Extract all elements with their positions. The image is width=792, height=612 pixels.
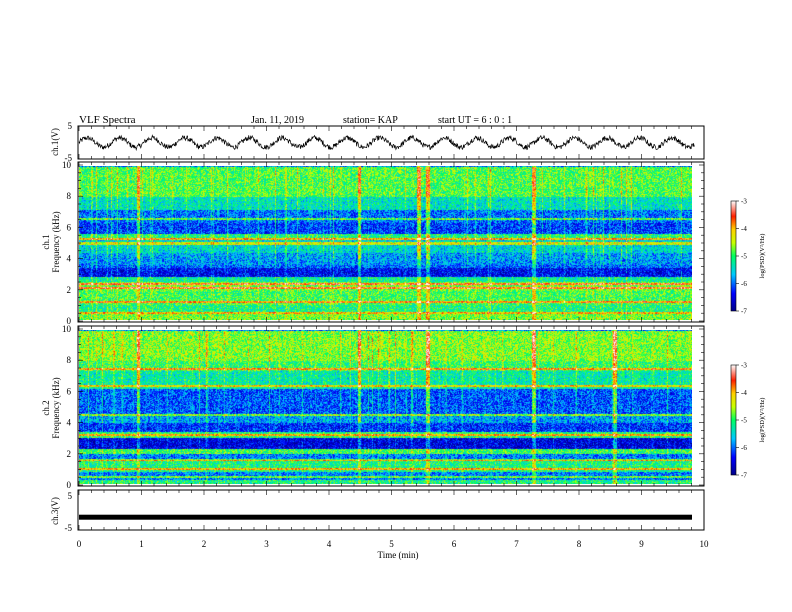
colorbar-ch2: -3 -4 -5 -6 -7 log(PSD)(V²/Hz) [730,362,766,480]
ch1-spec-yticks: 0 2 4 6 8 10 [62,160,704,326]
panel-ch1-waveform: 5 -5 ch.1(V) [50,121,705,163]
ch1-spec-ylabel-frequency: Frequency (kHz) [51,211,61,272]
x-axis-label: Time (min) [378,550,419,560]
ch2-spec-ylabel-frequency: Frequency (kHz) [51,377,61,438]
colorbar-ch1: -3 -4 -5 -6 -7 log(PSD)(V²/Hz) [730,198,766,316]
x-tick-label: 1 [139,539,144,549]
ch2-spec-yticks: 0 2 4 6 8 10 [62,324,704,490]
panel-ch1-spec-frame [77,161,705,323]
y-tick-label: 8 [67,191,72,201]
ch3-ylabel: ch.3(V) [50,497,60,525]
colorbar-ch1-scale [730,200,737,312]
panel-ch1-frame [77,125,705,160]
colorbar-tick-label: -6 [741,280,747,288]
x-tick-label: 7 [514,539,519,549]
ch1-ytick-bottom: -5 [65,153,73,163]
ch1-spec-ylabel-channel: ch.1 [41,234,51,249]
figure-title: VLF Spectra [79,114,136,126]
colorbar-ch1-label: log(PSD)(V²/Hz) [759,234,766,279]
ch2-spec-ylabel-channel: ch.2 [41,400,51,415]
ch1-waveform-line [78,134,695,152]
panel-ch2-spec-frame [77,325,705,487]
ch3-waveform-line [79,514,692,520]
x-axis-tick-labels: 0 1 2 3 4 5 6 7 8 9 10 [77,539,709,549]
colorbar-ch2-ticks: -3 -4 -5 -6 -7 [736,362,747,480]
header-start-ut: start UT = 6 : 0 : 1 [438,115,512,126]
panel-ch3-waveform: 5 -5 ch.3(V) [50,489,705,533]
y-tick-label: 2 [67,285,72,295]
colorbar-tick-label: -5 [741,417,747,425]
panel-ch1-spec-ticks [78,162,705,322]
y-tick-label: 4 [67,418,72,428]
y-tick-label: 6 [67,386,72,396]
ch3-ytick-top: 5 [68,491,73,501]
ch1-ylabel: ch.1(V) [50,128,60,156]
colorbar-ch2-label: log(PSD)(V²/Hz) [759,398,766,443]
x-tick-label: 8 [577,539,582,549]
ch3-ytick-bottom: -5 [65,523,73,533]
colorbar-tick-label: -3 [741,198,747,206]
ch2-spectrogram-image [79,330,692,484]
colorbar-tick-label: -3 [741,362,747,370]
y-tick-label: 0 [67,480,72,490]
panel-ch2-spectrogram: 0 2 4 6 8 10 ch.2 Frequency (kHz) [41,324,705,490]
colorbar-tick-label: -5 [741,253,747,261]
y-tick-label: 0 [67,316,72,326]
y-tick-label: 6 [67,222,72,232]
header-date: Jan. 11, 2019 [251,115,304,126]
x-tick-label: 6 [452,539,457,549]
y-tick-label: 10 [62,160,72,170]
y-tick-label: 10 [62,324,72,334]
colorbar-tick-label: -4 [741,225,747,233]
x-tick-label: 10 [700,539,710,549]
figure-header: VLF Spectra Jan. 11, 2019 station= KAP s… [79,114,512,126]
colorbar-tick-label: -7 [741,472,747,480]
x-tick-label: 2 [202,539,207,549]
panel-ch3-ticks [78,490,705,530]
y-tick-label: 4 [67,254,72,264]
colorbar-ch1-ticks: -3 -4 -5 -6 -7 [736,198,747,316]
ch1-ytick-top: 5 [68,121,73,131]
x-tick-label: 9 [639,539,644,549]
x-tick-label: 0 [77,539,82,549]
colorbar-ch2-scale [730,364,737,476]
colorbar-tick-label: -7 [741,308,747,316]
y-tick-label: 8 [67,355,72,365]
colorbar-tick-label: -4 [741,389,747,397]
header-station: station= KAP [343,115,398,126]
panel-ch2-spec-ticks [78,326,705,486]
x-tick-label: 4 [327,539,332,549]
panel-ch3-frame [77,489,705,531]
x-tick-label: 3 [264,539,269,549]
x-tick-label: 5 [389,539,394,549]
ch1-spectrogram-image [79,166,692,320]
y-tick-label: 2 [67,449,72,459]
panel-ch1-ticks [78,126,705,159]
panel-ch1-spectrogram: 0 2 4 6 8 10 ch.1 Frequency (kHz) [41,160,705,326]
colorbar-tick-label: -6 [741,444,747,452]
